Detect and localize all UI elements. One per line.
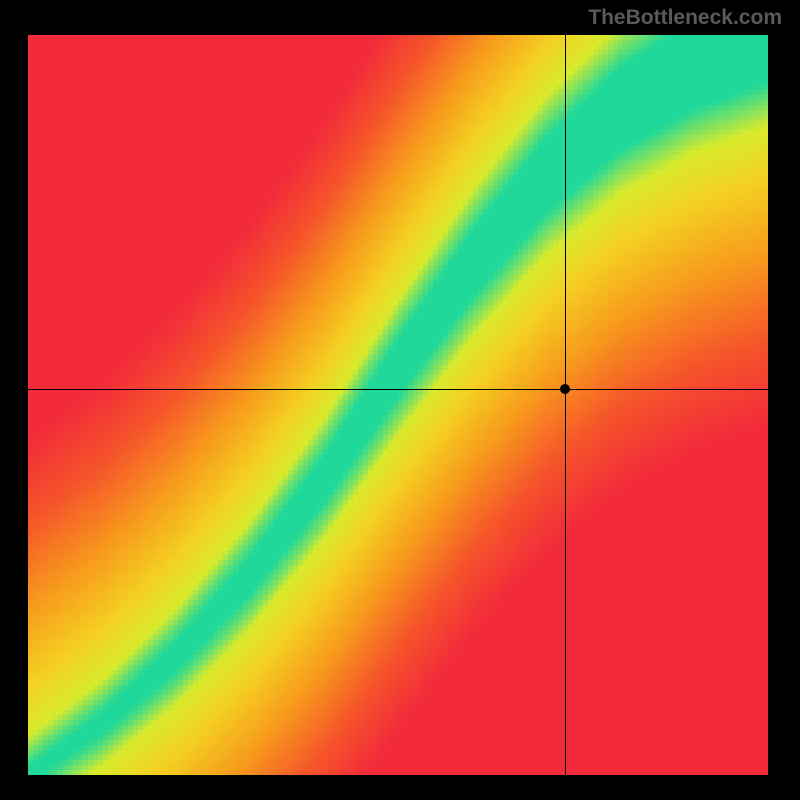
crosshair-marker — [560, 384, 570, 394]
watermark-text: TheBottleneck.com — [588, 6, 782, 30]
bottleneck-heatmap — [28, 35, 768, 775]
crosshair-horizontal — [28, 389, 768, 390]
crosshair-vertical — [565, 35, 566, 775]
heatmap-canvas — [28, 35, 768, 775]
